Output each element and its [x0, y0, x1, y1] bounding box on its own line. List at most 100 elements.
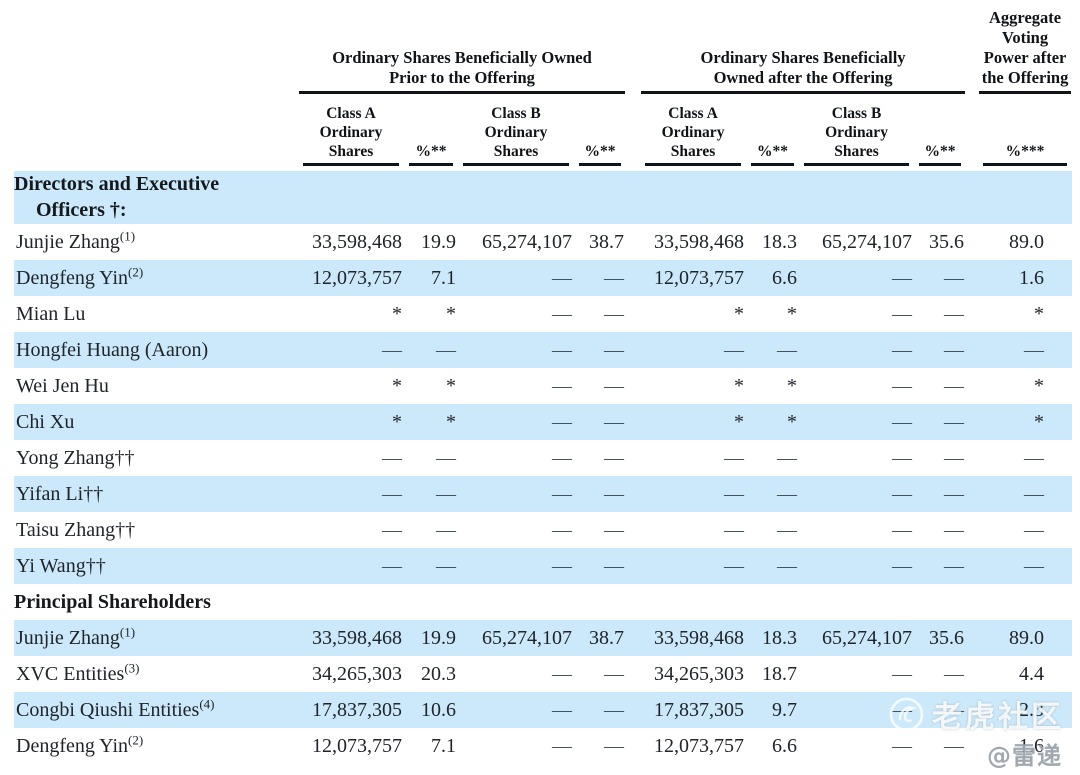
value-text: *	[787, 374, 798, 397]
column-header-cell: %***	[978, 94, 1072, 168]
value-cell: 33,598,468	[298, 620, 404, 656]
value-text: 33,598,468	[654, 626, 745, 649]
table-row: Chi Xu * * — — * * — — *	[14, 404, 1073, 440]
dash-value: —	[436, 482, 456, 505]
column-gap	[626, 728, 640, 764]
dash-value: —	[552, 518, 572, 541]
group-header-cell: Ordinary Shares Beneficially Owned Prior …	[298, 4, 626, 94]
column-gap	[966, 512, 978, 548]
value-cell: 7.1	[404, 728, 458, 764]
column-header-line: Shares	[328, 142, 374, 160]
group-header-line: Prior to the Offering	[389, 68, 535, 87]
value-cell: —	[799, 440, 914, 476]
section-row: Directors and Executive Officers †:	[14, 168, 1073, 224]
dash-value: —	[944, 698, 965, 721]
value-cell: —	[404, 548, 458, 584]
group-header-line: Ordinary Shares Beneficially Owned	[332, 48, 592, 67]
value-text: 7.1	[431, 734, 456, 757]
value-text: 17,837,305	[312, 698, 402, 721]
value-cell: 38.7	[574, 620, 626, 656]
dash-value: —	[892, 662, 913, 685]
dash-value: —	[604, 662, 625, 685]
shareholder-name: Yifan Li††	[14, 476, 298, 512]
value-text: 20.3	[421, 662, 456, 685]
value-text: 65,274,107	[822, 230, 913, 253]
value-cell: —	[640, 440, 746, 476]
column-gap	[626, 94, 640, 168]
section-header-line: Officers †:	[36, 199, 127, 222]
value-cell: —	[914, 332, 966, 368]
value-cell: —	[574, 548, 626, 584]
value-text: *	[392, 374, 402, 397]
value-cell: 10.6	[404, 692, 458, 728]
section-header-cell: Directors and Executive Officers †:	[14, 168, 1072, 224]
value-cell: —	[978, 440, 1072, 476]
value-cell: —	[574, 332, 626, 368]
value-cell: —	[458, 728, 574, 764]
value-cell: 33,598,468	[640, 224, 746, 260]
value-cell: —	[458, 368, 574, 404]
column-gap	[966, 728, 978, 764]
value-cell: *	[404, 404, 458, 440]
value-cell: —	[404, 332, 458, 368]
column-gap	[966, 332, 978, 368]
column-gap	[966, 476, 978, 512]
column-gap	[626, 332, 640, 368]
table-header: Ordinary Shares Beneficially Owned Prior …	[14, 4, 1073, 168]
dash-value: —	[944, 446, 965, 469]
value-cell: —	[640, 548, 746, 584]
dash-value: —	[892, 302, 913, 325]
dash-value: —	[382, 482, 402, 505]
column-gap	[626, 548, 640, 584]
table-row: Dengfeng Yin(2) 12,073,757 7.1 — — 12,073,757…	[14, 728, 1072, 764]
value-cell: 12,073,757	[640, 728, 746, 764]
value-text: 6.6	[772, 266, 798, 289]
value-cell: —	[914, 440, 966, 476]
value-cell: —	[574, 260, 626, 296]
dash-value: —	[552, 482, 572, 505]
value-cell: —	[458, 692, 574, 728]
shareholder-name-text: Congbi Qiushi Entities	[16, 698, 200, 721]
dash-value: —	[777, 338, 798, 361]
dash-value: —	[436, 338, 456, 361]
column-header-line: Ordinary	[484, 123, 548, 141]
shareholder-name-text: Yi Wang††	[16, 554, 106, 577]
column-header-line: Class A	[668, 104, 718, 122]
value-cell: *	[298, 368, 404, 404]
column-gap	[626, 692, 640, 728]
column-header-line: %**	[924, 142, 956, 160]
value-cell: —	[978, 476, 1072, 512]
table-body: Directors and Executive Officers †: Junjie…	[14, 168, 1073, 764]
dash-value: —	[724, 554, 745, 577]
value-cell: *	[298, 404, 404, 440]
value-text: *	[392, 410, 402, 433]
value-cell: *	[746, 368, 799, 404]
value-cell: —	[574, 476, 626, 512]
value-cell: 89.0	[978, 224, 1072, 260]
column-header-cell: %**	[574, 94, 626, 168]
value-cell: 65,274,107	[458, 224, 574, 260]
value-cell: —	[458, 296, 574, 332]
value-cell: 33,598,468	[640, 620, 746, 656]
value-cell: —	[298, 476, 404, 512]
value-cell: —	[914, 512, 966, 548]
value-text: *	[734, 374, 745, 397]
beneficial-ownership-table: Ordinary Shares Beneficially Owned Prior …	[14, 4, 1073, 764]
value-cell: —	[914, 548, 966, 584]
table-row: Mian Lu * * — — * * — — *	[14, 296, 1072, 332]
column-gap	[966, 440, 978, 476]
value-cell: 19.9	[404, 620, 458, 656]
value-cell: 4.4	[978, 656, 1072, 692]
dash-value: —	[944, 374, 965, 397]
value-cell: 6.6	[746, 260, 799, 296]
value-cell: 34,265,303	[298, 656, 404, 692]
value-cell: *	[298, 296, 404, 332]
column-gap	[626, 4, 640, 94]
value-cell: 34,265,303	[640, 656, 746, 692]
group-header-cell: Aggregate Voting Power after the Offering	[978, 4, 1072, 94]
column-header-cell: %**	[404, 94, 458, 168]
dash-value: —	[892, 410, 913, 433]
value-text: 17,837,305	[654, 698, 745, 721]
dash-value: —	[944, 554, 965, 577]
